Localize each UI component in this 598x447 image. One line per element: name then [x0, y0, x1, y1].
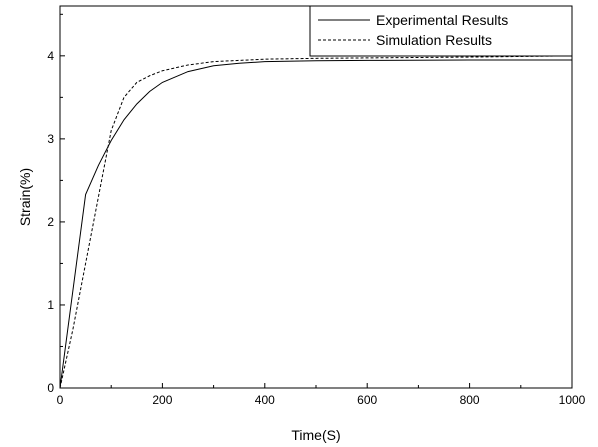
y-tick-label: 0 [47, 381, 54, 395]
axis-ticks [59, 13, 573, 389]
y-tick-label: 1 [47, 298, 54, 312]
legend-label: Simulation Results [376, 32, 492, 48]
plot-frame [59, 5, 573, 389]
x-tick-label: 0 [57, 393, 64, 407]
legend-label: Experimental Results [376, 12, 508, 28]
y-tick-label: 4 [47, 49, 54, 63]
series-lines [59, 55, 573, 389]
legend: Experimental Results Simulation Results [309, 5, 573, 57]
y-tick-label: 3 [47, 132, 54, 146]
x-tick-label: 600 [357, 393, 377, 407]
x-tick-label: 800 [460, 393, 480, 407]
series-line-experimental [59, 59, 572, 389]
x-tick-label: 200 [152, 393, 172, 407]
legend-box [309, 5, 573, 57]
x-axis-label: Time(S) [291, 427, 340, 443]
axis-tick-labels: 0 200 400 600 800 1000 0 1 2 3 4 [47, 49, 585, 407]
x-tick-label: 400 [255, 393, 275, 407]
y-axis-label: Strain(%) [17, 168, 33, 226]
series-line-simulation [59, 55, 573, 389]
x-tick-label: 1000 [559, 393, 586, 407]
y-tick-label: 2 [47, 215, 54, 229]
